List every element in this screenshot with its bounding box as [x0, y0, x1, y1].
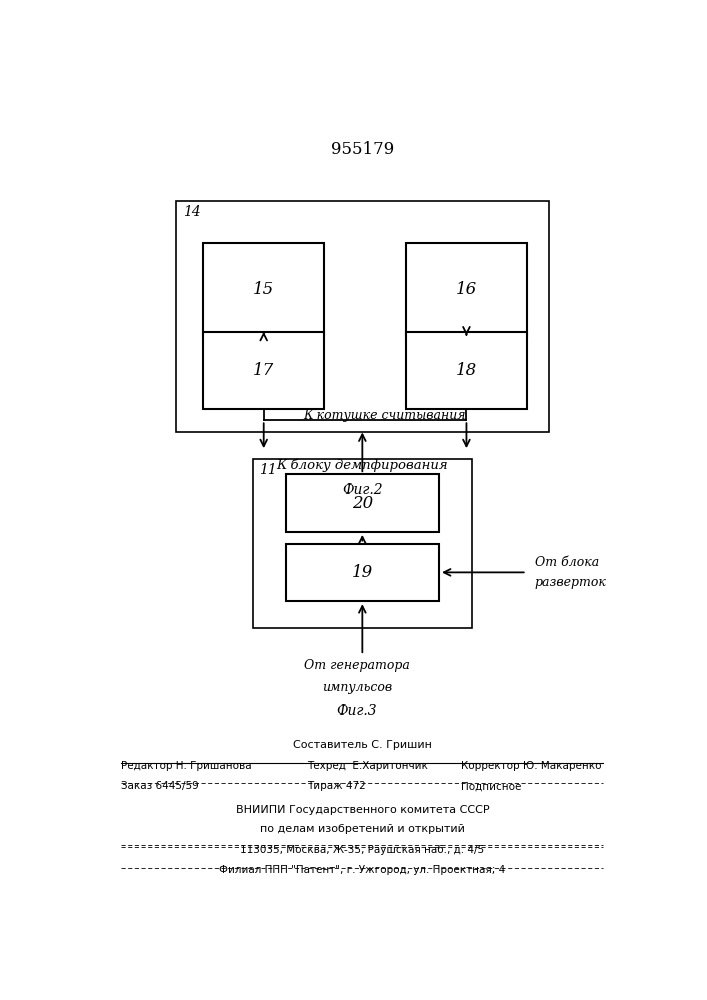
Text: 955179: 955179	[331, 141, 394, 158]
Text: Тираж 472: Тираж 472	[308, 781, 366, 791]
Text: 18: 18	[456, 362, 477, 379]
Text: 19: 19	[351, 564, 373, 581]
Text: Фиг.2: Фиг.2	[342, 483, 382, 497]
Text: Фиг.3: Фиг.3	[337, 704, 377, 718]
Bar	[286, 474, 439, 532]
Bar	[204, 332, 324, 409]
Text: Подписное: Подписное	[461, 781, 521, 791]
Bar	[286, 544, 439, 601]
Text: 15: 15	[253, 281, 274, 298]
Text: От генератора: От генератора	[304, 659, 410, 672]
Text: Редактор Н. Гришанова: Редактор Н. Гришанова	[122, 761, 252, 771]
Text: К котушке считывания: К котушке считывания	[303, 409, 465, 422]
Text: по делам изобретений и открытий: по делам изобретений и открытий	[260, 824, 464, 834]
Text: 113035, Москва, Ж-35, Раушская наб., д. 4/5: 113035, Москва, Ж-35, Раушская наб., д. …	[240, 845, 484, 855]
Bar	[204, 243, 324, 336]
Bar	[253, 459, 472, 628]
Bar	[407, 243, 527, 336]
Text: импульсов: импульсов	[322, 681, 392, 694]
Text: 14: 14	[182, 205, 200, 219]
Text: Техред  Е.Харитончик: Техред Е.Харитончик	[308, 761, 428, 771]
Bar	[407, 332, 527, 409]
Text: К блоку демпфирования: К блоку демпфирования	[276, 459, 448, 472]
Text: Составитель С. Гришин: Составитель С. Гришин	[293, 740, 432, 750]
Text: ВНИИПИ Государственного комитета СССР: ВНИИПИ Государственного комитета СССР	[235, 805, 489, 815]
Text: 17: 17	[253, 362, 274, 379]
Text: разверток: разверток	[535, 576, 607, 589]
Bar	[176, 201, 549, 432]
Text: От блока: От блока	[535, 556, 600, 569]
Text: 11: 11	[259, 463, 277, 477]
Text: Корректор Ю. Макаренко: Корректор Ю. Макаренко	[461, 761, 602, 771]
Text: 16: 16	[456, 281, 477, 298]
Text: 20: 20	[351, 495, 373, 512]
Text: Заказ 6445/59: Заказ 6445/59	[122, 781, 199, 791]
Text: Филиал ППП "Патент", г. Ужгород, ул. Проектная; 4: Филиал ППП "Патент", г. Ужгород, ул. Про…	[219, 865, 506, 875]
